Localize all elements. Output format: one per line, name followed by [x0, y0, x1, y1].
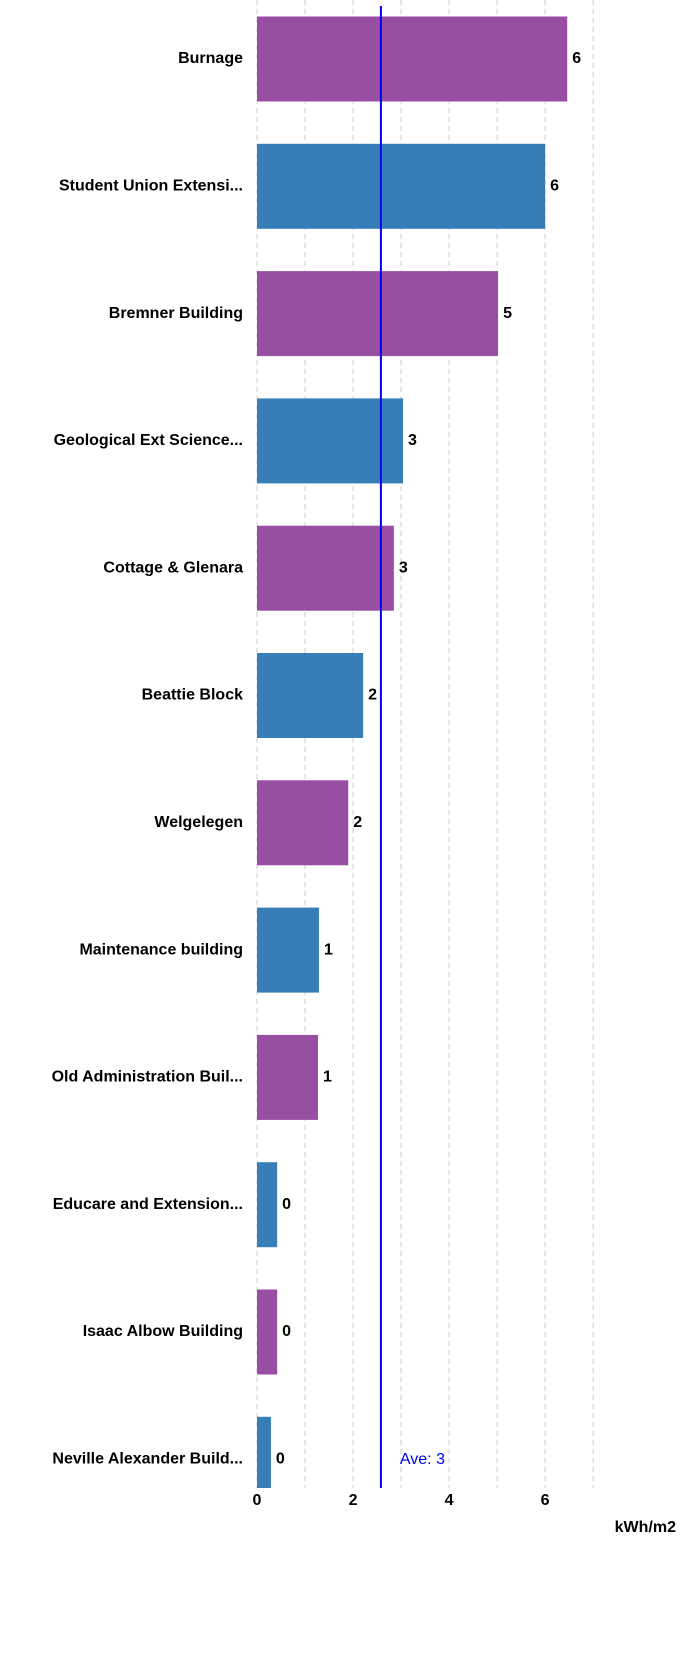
- category-label: Old Administration Buil...: [52, 1069, 243, 1086]
- category-label: Beattie Block: [142, 687, 243, 704]
- x-axis-label: kWh/m2: [615, 1519, 676, 1536]
- category-label: Welgelegen: [154, 814, 243, 831]
- x-tick-label: 4: [445, 1492, 454, 1509]
- category-label: Neville Alexander Build...: [52, 1451, 243, 1468]
- bar: [257, 1162, 278, 1248]
- value-label: 0: [282, 1323, 291, 1340]
- value-label: 3: [399, 559, 408, 576]
- value-label: 2: [353, 814, 362, 831]
- bar: [257, 271, 499, 357]
- value-label: 1: [323, 1069, 332, 1086]
- bar: [257, 653, 364, 738]
- category-label: Cottage & Glenara: [103, 559, 243, 576]
- category-label: Student Union Extensi...: [59, 178, 243, 195]
- average-label: Ave: 3: [400, 1451, 445, 1468]
- bar: [257, 780, 349, 866]
- value-label: 6: [572, 50, 581, 67]
- bar: [257, 16, 568, 102]
- category-label: Geological Ext Science...: [54, 432, 243, 449]
- value-label: 3: [408, 432, 417, 449]
- value-label: 0: [276, 1451, 285, 1468]
- grid: [256, 0, 594, 1488]
- bar: [257, 525, 394, 611]
- value-label: 1: [324, 941, 333, 958]
- value-label: 5: [503, 305, 512, 322]
- category-label: Bremner Building: [109, 305, 243, 322]
- bar: [257, 1034, 318, 1120]
- x-tick-label: 2: [349, 1492, 358, 1509]
- bar: [257, 398, 403, 484]
- bar: [257, 1416, 271, 1488]
- category-label: Educare and Extension...: [53, 1196, 243, 1213]
- bar: [257, 143, 546, 229]
- category-label: Isaac Albow Building: [83, 1323, 243, 1340]
- bars: [257, 16, 568, 1488]
- x-tick-label: 0: [253, 1492, 262, 1509]
- bar: [257, 1289, 278, 1375]
- category-label: Burnage: [178, 50, 243, 67]
- category-label: Maintenance building: [79, 941, 243, 958]
- value-label: 6: [550, 178, 559, 195]
- value-label: 2: [368, 687, 377, 704]
- bar: [257, 907, 319, 993]
- x-tick-label: 6: [541, 1492, 550, 1509]
- value-label: 0: [282, 1196, 291, 1213]
